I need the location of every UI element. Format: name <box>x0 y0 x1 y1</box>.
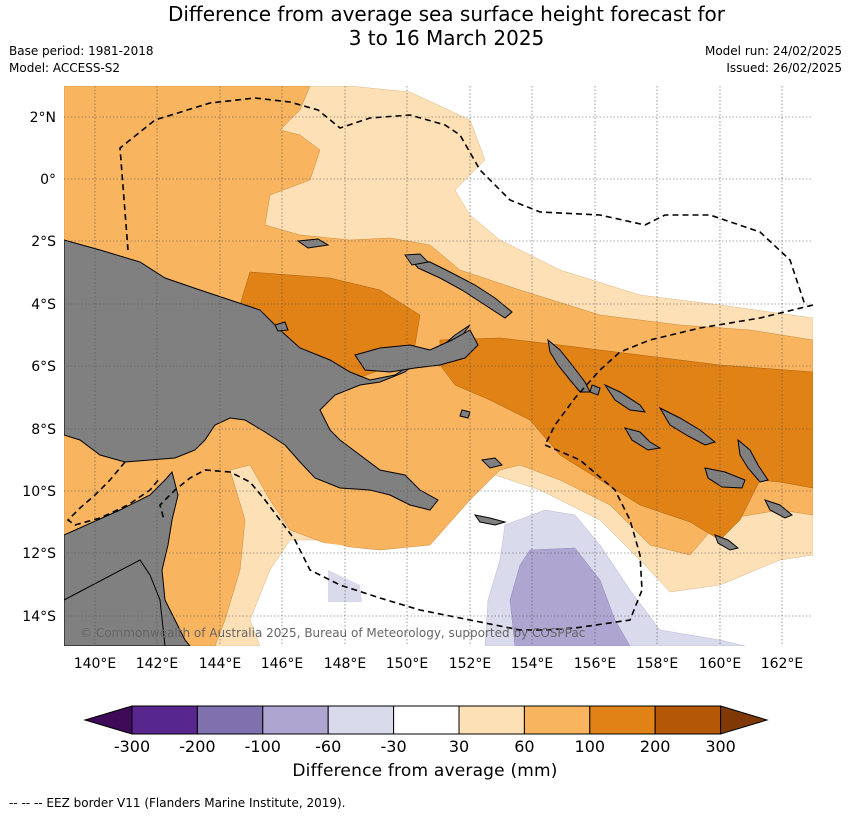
land-new-hanover <box>404 253 430 266</box>
colorbar-tick: -60 <box>315 737 341 756</box>
map-area: © Commonwealth of Australia 2025, Bureau… <box>64 86 813 646</box>
colorbar <box>83 705 769 735</box>
lat-label: 6°S <box>31 359 56 375</box>
colorbar-tick: 30 <box>449 737 469 756</box>
colorbar-max-extend <box>720 705 769 735</box>
colorbar-tick: 300 <box>705 737 736 756</box>
lat-label: 4°S <box>31 297 56 313</box>
land-new-georgia <box>623 427 662 451</box>
land-small-island-2 <box>274 321 289 332</box>
base-period-text: Base period: 1981-2018 <box>9 44 154 58</box>
eez-line-east <box>544 304 813 446</box>
lat-label: 2°S <box>31 234 56 250</box>
eez-line-north <box>119 97 806 306</box>
eez-line-west <box>66 461 161 526</box>
anomaly-neg60-100-region <box>509 547 631 646</box>
right-metadata: Model run: 24/02/2025 Issued: 26/02/2025 <box>705 43 842 77</box>
lon-label: 142°E <box>136 656 179 672</box>
lon-label: 160°E <box>699 656 742 672</box>
lon-label: 162°E <box>761 656 804 672</box>
land-guadalcanal <box>704 467 746 489</box>
land-malaita <box>737 438 769 483</box>
lon-label: 154°E <box>511 656 554 672</box>
lon-label: 156°E <box>574 656 617 672</box>
eez-line-south <box>159 444 643 631</box>
land-new-ireland <box>408 257 513 319</box>
anomaly-near-zero-region <box>260 540 500 646</box>
land-new-britain <box>354 329 479 373</box>
lat-label: 2°N <box>30 110 56 126</box>
colorbar-segment <box>393 705 460 735</box>
colorbar-segment <box>654 705 722 735</box>
lat-label: 12°S <box>22 546 56 562</box>
colorbar-segment <box>458 705 525 735</box>
lon-label: 140°E <box>74 656 117 672</box>
colorbar-segment <box>589 705 656 735</box>
colorbar-segment <box>131 705 198 735</box>
land-small-island-1 <box>459 409 471 419</box>
issued-text: Issued: 26/02/2025 <box>726 61 842 75</box>
lon-label: 144°E <box>199 656 242 672</box>
land-small-island-4 <box>589 384 601 396</box>
eez-legend-footnote: -- -- -- EEZ border V11 (Flanders Marine… <box>9 796 346 810</box>
colorbar-tick: -100 <box>245 737 281 756</box>
colorbar-tick: 200 <box>640 737 671 756</box>
land-makira <box>764 499 793 519</box>
colorbar-tick: 100 <box>575 737 606 756</box>
colorbar-min-extend <box>83 705 133 735</box>
colorbar-segment <box>262 705 329 735</box>
lon-label: 150°E <box>386 656 429 672</box>
lon-label: 158°E <box>636 656 679 672</box>
colorbar-tick-labels: -300 -200 -100 -60 -30 30 60 100 200 300 <box>114 737 736 756</box>
copyright-text: © Commonwealth of Australia 2025, Bureau… <box>80 626 585 640</box>
map-gridlines <box>64 86 813 646</box>
land-louisiade <box>473 514 507 526</box>
left-metadata: Base period: 1981-2018 Model: ACCESS-S2 <box>9 43 154 77</box>
lon-label: 148°E <box>324 656 367 672</box>
colorbar-tick: 60 <box>514 737 534 756</box>
lat-label: 0° <box>40 172 56 188</box>
latitude-labels: 2°N 0° 2°S 4°S 6°S 8°S 10°S 12°S 14°S <box>22 110 56 625</box>
model-run-text: Model run: 24/02/2025 <box>704 44 842 58</box>
model-text: Model: ACCESS-S2 <box>9 61 121 75</box>
colorbar-tick: -300 <box>114 737 150 756</box>
colorbar-title: Difference from average (mm) <box>292 761 558 781</box>
lon-label: 146°E <box>261 656 304 672</box>
title-line-2: 3 to 16 March 2025 <box>348 26 545 50</box>
colorbar-segment <box>327 705 395 735</box>
land-new-guinea <box>64 239 471 511</box>
longitude-labels: 140°E 142°E 144°E 146°E 148°E 150°E 152°… <box>74 656 804 672</box>
lat-label: 8°S <box>31 422 56 438</box>
colorbar-segment <box>196 705 264 735</box>
eez-border-lines <box>66 97 813 631</box>
title-line-1: Difference from average sea surface heig… <box>167 2 726 26</box>
land-australia-west <box>64 559 166 646</box>
lat-label: 10°S <box>22 484 56 500</box>
colorbar-tick: -30 <box>381 737 407 756</box>
colorbar-tick: -200 <box>179 737 215 756</box>
land-choiseul <box>603 383 647 413</box>
land-small-island-3 <box>714 534 740 551</box>
map-title: Difference from average sea surface heig… <box>0 2 850 50</box>
colorbar-segment <box>523 705 591 735</box>
lat-label: 14°S <box>22 609 56 625</box>
land-santa-isabel <box>658 406 717 446</box>
lon-label: 152°E <box>449 656 492 672</box>
land-dentrecasteaux <box>480 457 503 469</box>
